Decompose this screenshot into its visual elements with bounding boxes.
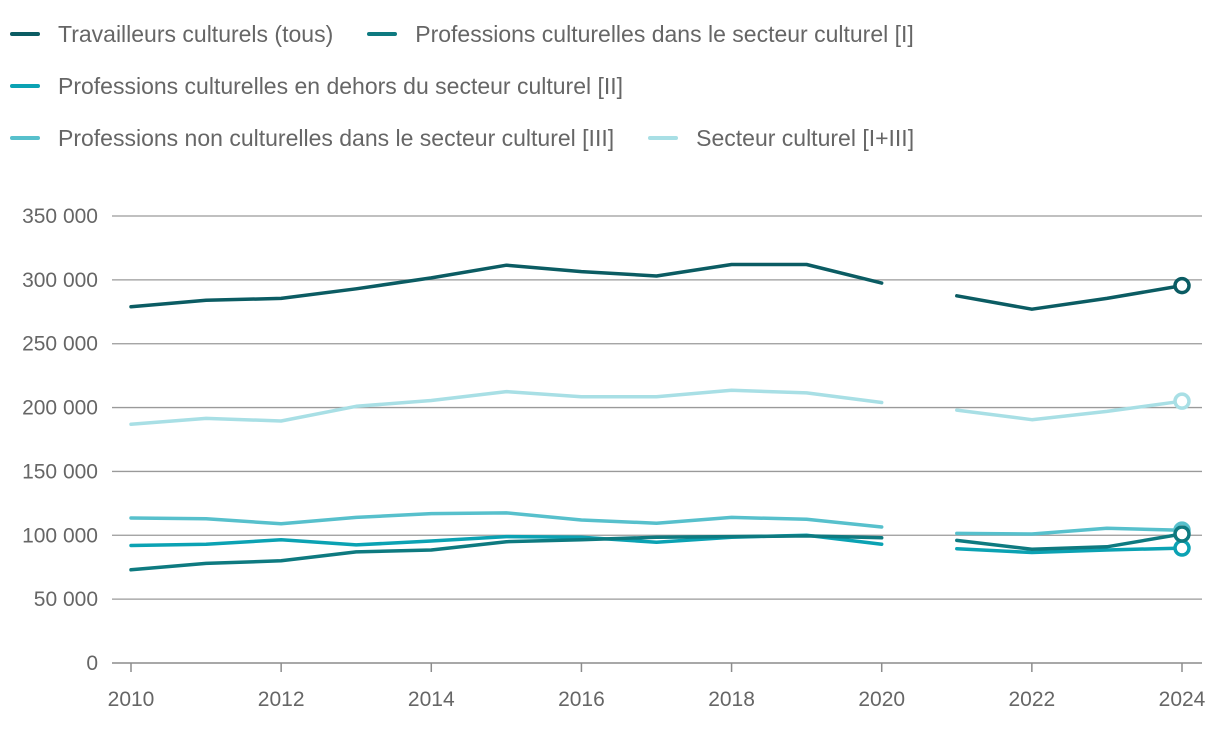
legend-swatch-series-4 — [10, 136, 40, 140]
legend-item-series-4[interactable]: Professions non culturelles dans le sect… — [10, 125, 614, 152]
y-tick-label: 0 — [86, 652, 98, 675]
series-line-4-segment-2 — [955, 526, 1184, 536]
end-point-series-5 — [1173, 392, 1191, 410]
legend-item-series-1[interactable]: Travailleurs culturels (tous) — [10, 21, 333, 48]
gridlines — [112, 215, 1202, 600]
legend-swatch-series-1 — [10, 32, 40, 36]
legend-label-series-3: Professions culturelles en dehors du sec… — [58, 72, 624, 99]
legend-label-series-5: Secteur culturel [I+III] — [696, 124, 915, 151]
legend-swatch-series-5 — [648, 136, 679, 140]
series-line-4-segment-1 — [129, 511, 884, 529]
axes: 0 50 000 100 000 150 000 200 000 250 000 300 0… — [22, 205, 1206, 711]
y-tick-label: 250 000 — [22, 333, 98, 356]
series-line-5-segment-2 — [955, 399, 1184, 422]
series-lines — [129, 262, 1184, 572]
x-tick-label: 2012 — [258, 688, 305, 711]
legend-label-series-4: Professions non culturelles dans le sect… — [58, 124, 615, 151]
x-tick-label: 2016 — [558, 688, 605, 711]
x-tick-label: 2022 — [1008, 688, 1055, 711]
x-tick-label: 2020 — [858, 688, 905, 711]
y-tick-label: 300 000 — [22, 269, 98, 292]
end-point-series-3 — [1173, 539, 1191, 557]
y-tick-label: 350 000 — [22, 205, 98, 228]
legend-item-series-2[interactable]: Professions culturelles dans le secteur … — [367, 21, 914, 48]
end-point-series-1 — [1173, 276, 1191, 295]
legend-label-series-2: Professions culturelles dans le secteur … — [415, 20, 914, 47]
x-tick-label: 2014 — [408, 688, 455, 711]
legend-row-3: Professions non culturelles dans le sect… — [10, 112, 1200, 164]
x-tick-label: 2024 — [1159, 688, 1206, 711]
legend: Travailleurs culturels (tous) Profession… — [10, 8, 1200, 164]
legend-row-1: Travailleurs culturels (tous) Profession… — [10, 8, 1200, 60]
legend-swatch-series-2 — [367, 32, 398, 36]
y-tick-label: 100 000 — [22, 524, 98, 547]
legend-row-2: Professions culturelles en dehors du sec… — [10, 60, 1200, 112]
series-line-3-segment-2 — [955, 546, 1184, 555]
legend-label-series-1: Travailleurs culturels (tous) — [58, 20, 334, 47]
x-tick-label: 2010 — [108, 688, 155, 711]
x-tick-label: 2018 — [708, 688, 755, 711]
series-line-5-segment-1 — [129, 388, 884, 426]
y-tick-label: 150 000 — [22, 460, 98, 483]
series-line-2-segment-2 — [955, 532, 1184, 552]
series-line-1-segment-1 — [129, 262, 884, 309]
y-tick-label: 200 000 — [22, 397, 98, 420]
legend-item-series-5[interactable]: Secteur culturel [I+III] — [648, 125, 914, 152]
y-tick-label: 50 000 — [34, 588, 98, 611]
series-line-1-segment-2 — [955, 283, 1184, 311]
series-line-2-segment-1 — [129, 534, 884, 572]
legend-item-series-3[interactable]: Professions culturelles en dehors du sec… — [10, 73, 623, 100]
end-markers — [1173, 276, 1191, 557]
end-point-series-2 — [1173, 525, 1191, 543]
legend-swatch-series-3 — [10, 84, 40, 88]
